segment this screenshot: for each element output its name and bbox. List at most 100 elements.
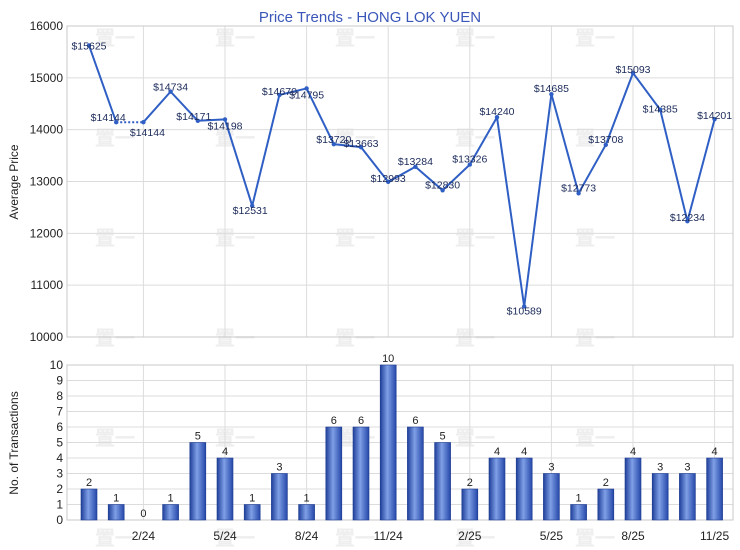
bar-value-label: 5 (195, 431, 201, 443)
bar-y-tick: 2 (56, 482, 63, 496)
transaction-bar (597, 488, 615, 521)
price-data-label: $14144 (130, 127, 165, 139)
transaction-bar (298, 504, 315, 521)
price-data-label: $14240 (479, 106, 514, 118)
transaction-bar (515, 457, 533, 521)
watermark-mark: 置一 (455, 527, 495, 550)
bar-y-tick: 6 (56, 420, 63, 434)
price-point (331, 141, 336, 147)
price-line-segment (169, 90, 199, 122)
price-line-segment (496, 117, 526, 307)
price-point (712, 117, 717, 122)
price-point (222, 117, 228, 122)
line-layer (86, 43, 717, 309)
price-line-segment (333, 143, 362, 149)
bar-layer (80, 364, 723, 521)
transaction-bar (80, 488, 98, 521)
transaction-bar (624, 457, 642, 521)
price-line-segment (197, 118, 226, 122)
transaction-bar (325, 426, 343, 521)
price-point (413, 164, 418, 169)
bar-value-label: 2 (467, 477, 473, 489)
watermark-mark: 置一 (335, 527, 375, 550)
bar-y-tick: 3 (56, 467, 63, 481)
watermark-mark: 置一 (95, 427, 135, 450)
price-line-segment (577, 144, 607, 194)
price-data-label: $13284 (398, 156, 433, 168)
price-plot-frame (66, 25, 734, 338)
price-point (141, 120, 146, 125)
price-line-segment (441, 163, 471, 192)
bar-value-label: 3 (276, 462, 282, 474)
transaction-bar (189, 442, 207, 521)
transaction-bar (706, 457, 723, 521)
transaction-bar (488, 457, 506, 521)
frame-layer (66, 25, 734, 521)
watermark-mark: 置一 (455, 327, 495, 350)
bar-value-label: 3 (548, 462, 554, 474)
price-data-label: $14198 (207, 120, 242, 132)
price-line-segment (659, 109, 689, 222)
bar-y-tick: 9 (56, 374, 63, 388)
watermark-mark: 置一 (215, 327, 255, 350)
bar-y-tick: 5 (56, 436, 63, 450)
bar-y-tick: 10 (50, 358, 64, 372)
price-point (114, 120, 119, 125)
bar-value-label: 6 (358, 415, 364, 427)
watermark-mark: 置一 (455, 127, 495, 150)
transaction-bar (162, 504, 179, 521)
price-axis-label: Average Price (7, 144, 21, 219)
chart-title: Price Trends - HONG LOK YUEN (259, 9, 481, 26)
watermark-mark: 置一 (95, 227, 135, 250)
transaction-bar (434, 442, 451, 521)
price-data-label: $14734 (153, 82, 188, 94)
price-line-segment (604, 72, 634, 146)
bar-y-tick: 4 (56, 451, 63, 465)
price-line-segment (550, 93, 580, 194)
price-point (304, 86, 309, 91)
watermark-mark: 置一 (335, 127, 375, 150)
price-data-label: $14670 (262, 86, 297, 98)
price-y-tick: 14000 (30, 123, 64, 137)
price-point (250, 203, 255, 209)
price-line-segment (279, 87, 307, 96)
price-point (86, 43, 92, 48)
bar-y-tick: 7 (56, 405, 63, 419)
price-y-tick: 16000 (30, 19, 64, 33)
bar-value-label: 0 (140, 508, 146, 520)
watermark-mark: 置一 (215, 227, 255, 250)
x-tick-label: 5/25 (540, 529, 564, 543)
bar-value-label: 1 (168, 493, 174, 505)
bar-value-label: 1 (113, 493, 119, 505)
watermark-mark: 置一 (335, 327, 375, 350)
watermark-mark: 置一 (575, 427, 615, 450)
transactions-axis-label: No. of Transactions (7, 391, 21, 494)
transaction-bar (570, 504, 587, 521)
bar-value-label: 6 (331, 415, 337, 427)
price-line-segment (387, 165, 416, 183)
price-line-segment (251, 94, 281, 207)
price-data-label: $13708 (588, 134, 623, 146)
bar-value-label: 1 (576, 493, 582, 505)
price-y-tick: 13000 (30, 175, 64, 189)
transaction-bar (379, 364, 397, 521)
transaction-bar (216, 457, 234, 521)
watermark-mark: 置一 (455, 427, 495, 450)
price-data-label: $15625 (71, 40, 106, 52)
watermark-mark: 置一 (575, 327, 615, 350)
price-data-label: $10589 (507, 305, 542, 317)
price-data-label: $14385 (643, 104, 678, 116)
watermark-mark: 置一 (335, 227, 375, 250)
price-data-label: $12993 (371, 173, 406, 185)
price-data-label: $14201 (697, 110, 732, 122)
price-line-segment (414, 166, 444, 192)
price-point (168, 89, 173, 94)
price-data-label: $13663 (343, 138, 378, 150)
price-point (685, 219, 690, 224)
price-data-label: $15093 (615, 64, 650, 76)
price-line-segment (88, 45, 118, 123)
price-point (440, 188, 445, 193)
bar-value-label: 4 (712, 446, 718, 458)
bar-value-label: 3 (684, 462, 690, 474)
